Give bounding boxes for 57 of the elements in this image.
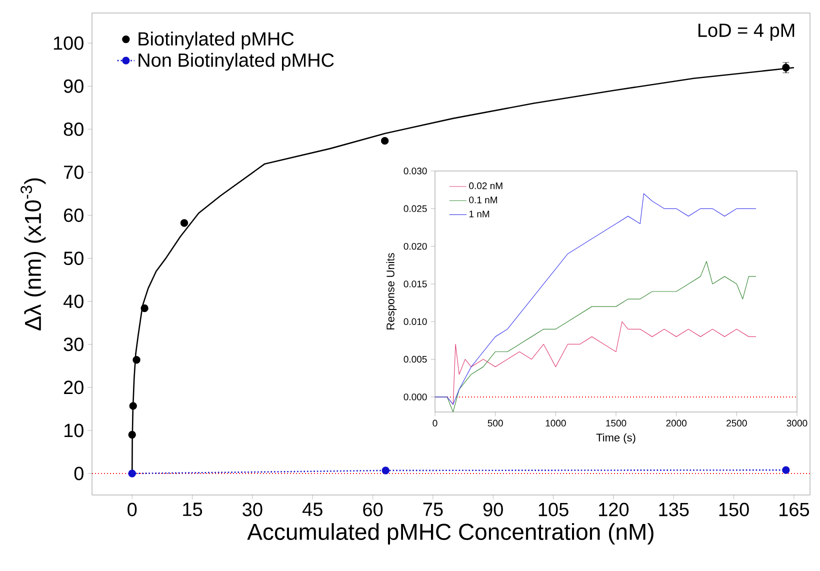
x-tick-label: 2500 [726,420,747,427]
y-tick-label: 50 [64,252,84,266]
legend-label: Biotinylated pMHC [138,32,294,50]
x-tick-label: 0 [432,420,438,427]
y-tick-label: 70 [64,166,84,179]
x-tick-label: 135 [659,502,689,516]
y-tick-label: 80 [64,122,84,136]
y-tick-label: 40 [64,294,84,308]
y-axis-title: Δλ (nm) (x10$^{-3}$) [20,178,46,330]
annotation: LoD = 4 pM [698,24,794,41]
y-tick-label: 0 [74,466,84,480]
x-tick-label: 0 [128,502,137,516]
y-tick-label: 0.030 [404,168,427,174]
point [132,356,140,364]
x-tick-label: 75 [423,502,443,516]
x-tick-label: 3000 [786,420,808,427]
x-tick-label: 500 [488,420,503,427]
point [382,466,390,474]
y-tick-label: 30 [64,338,84,352]
x-tick-label: 120 [599,502,629,516]
x-tick-label: 90 [483,502,503,516]
point [782,466,790,474]
x-tick-label: 165 [780,502,810,516]
y-tick-label: 90 [64,79,84,93]
x-tick-label: 1500 [606,420,626,427]
point [140,304,148,312]
y-tick-label: 60 [64,208,84,222]
legend-label: Non Biotinylated pMHC [138,52,334,71]
x-tick-label: 15 [183,502,202,516]
y-tick-label: 100 [54,36,84,50]
y-tick-label: 20 [64,380,84,394]
y-tick-label: 10 [64,424,84,438]
point [380,136,389,145]
point [128,470,136,478]
y-tick-label: 0.025 [404,205,427,212]
x-tick-label: 2000 [666,420,687,427]
point [180,219,188,227]
point [128,430,136,439]
legend-label: 0.1 nM [469,196,497,204]
x-tick-label: 150 [719,502,749,516]
x-tick-label: 105 [538,502,568,516]
y-tick-label: 0.000 [404,394,427,400]
y-axis-title: Response Units [386,253,397,330]
x-tick-label: 30 [242,502,262,516]
x-axis-title: Time (s) [596,433,636,444]
x-axis-title: Accumulated pMHC Concentration (nM) [247,523,654,545]
y-tick-label: 0.005 [404,356,427,363]
point [129,402,137,410]
legend-label: 1 nM [469,210,490,218]
x-tick-label: 1000 [546,420,566,427]
legend-label: 0.02 nM [469,182,502,190]
x-tick-label: 60 [363,502,383,516]
y-tick-label: 0.015 [404,280,427,288]
y-tick-label: 0.020 [404,242,427,250]
y-tick-label: 0.010 [404,318,427,325]
point [782,64,790,72]
x-tick-label: 45 [302,502,322,516]
